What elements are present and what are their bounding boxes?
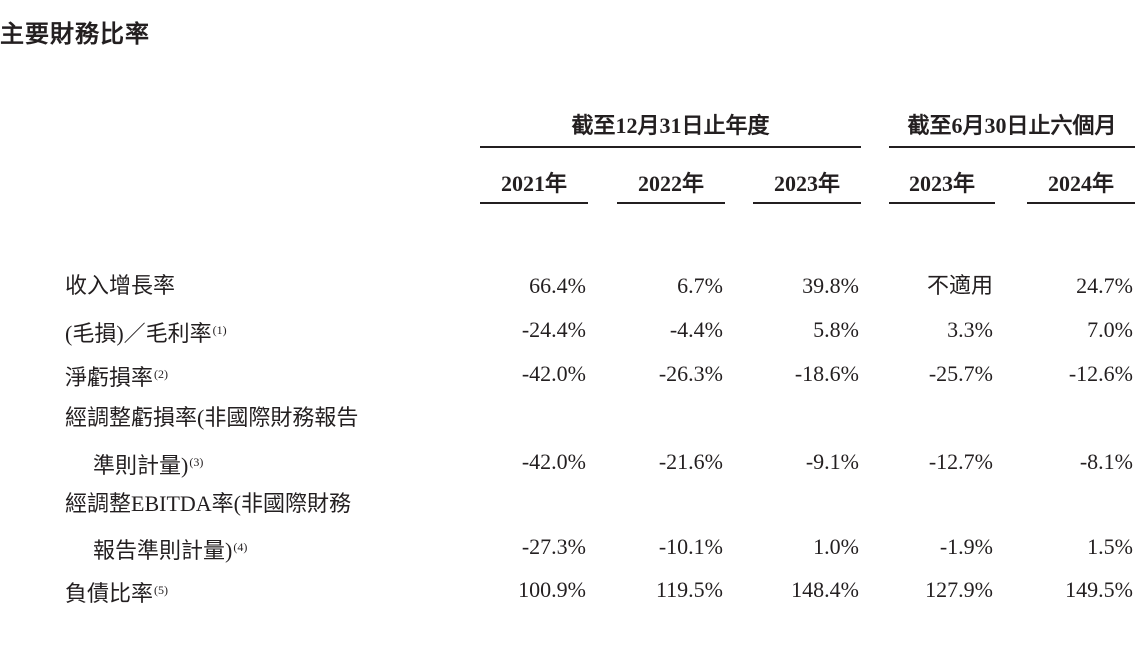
row-label-text: 收入增長率 <box>65 273 176 298</box>
row-label: 經調整EBITDA率(非國際財務 <box>65 490 351 518</box>
column-header: 2022年 <box>637 171 704 196</box>
footnote-marker: (5) <box>154 583 169 597</box>
table-cell: -18.6% <box>794 361 859 386</box>
column-header: 2024年 <box>1047 171 1114 196</box>
table-cell: 127.9% <box>925 577 993 602</box>
table-cell: -12.7% <box>928 449 993 474</box>
column-header: 2023年 <box>908 171 975 196</box>
row-label-text: (毛損)／毛利率 <box>65 321 212 346</box>
table-cell: -42.0% <box>521 361 586 386</box>
row-label-continued: 準則計量)(3) <box>93 448 204 478</box>
table-cell: 149.5% <box>1065 577 1133 602</box>
footnote-marker: (4) <box>233 540 248 554</box>
table-cell: -8.1% <box>1079 449 1133 474</box>
footnote-marker: (1) <box>212 323 227 337</box>
footnote-marker: (3) <box>189 455 204 469</box>
column-group-header: 截至12月31日止年度 <box>571 113 770 138</box>
table-cell: 24.7% <box>1076 273 1133 298</box>
column-group-header: 截至6月30日止六個月 <box>907 113 1117 138</box>
table-cell: 100.9% <box>518 577 586 602</box>
column-header: 2023年 <box>773 171 840 196</box>
table-cell: 不適用 <box>926 273 993 298</box>
table-cell: 7.0% <box>1087 317 1133 342</box>
row-label-text: 經調整虧損率(非國際財務報告 <box>65 405 359 430</box>
table-cell: 1.0% <box>813 534 859 559</box>
table-cell: -4.4% <box>669 317 723 342</box>
row-label-text: 報告準則計量) <box>93 538 233 563</box>
group-underline <box>889 146 1135 148</box>
table-cell: 66.4% <box>529 273 586 298</box>
table-cell: -26.3% <box>658 361 723 386</box>
table-cell: 6.7% <box>677 273 723 298</box>
row-label-text: 淨虧損率 <box>65 365 154 390</box>
column-underline <box>753 202 861 204</box>
table-cell: 5.8% <box>813 317 859 342</box>
column-underline <box>617 202 725 204</box>
table-cell: -24.4% <box>521 317 586 342</box>
column-header: 2021年 <box>500 171 567 196</box>
row-label-text: 準則計量) <box>93 453 189 478</box>
row-label-continued: 報告準則計量)(4) <box>93 533 248 563</box>
row-label-text: 負債比率 <box>65 581 154 606</box>
section-title: 主要財務比率 <box>0 20 150 48</box>
table-cell: -1.9% <box>939 534 993 559</box>
footnote-marker: (2) <box>154 367 169 381</box>
row-label-text: 經調整EBITDA率(非國際財務 <box>65 491 351 516</box>
column-underline <box>480 202 588 204</box>
table-cell: 39.8% <box>802 273 859 298</box>
table-cell: 119.5% <box>655 577 723 602</box>
row-label: (毛損)／毛利率(1) <box>65 316 227 346</box>
table-cell: 148.4% <box>791 577 859 602</box>
row-label: 淨虧損率(2) <box>65 360 169 390</box>
table-cell: -12.6% <box>1068 361 1133 386</box>
table-cell: -9.1% <box>805 449 859 474</box>
row-label: 收入增長率 <box>65 272 175 300</box>
group-underline <box>480 146 861 148</box>
table-cell: 1.5% <box>1087 534 1133 559</box>
row-label: 負債比率(5) <box>65 576 169 606</box>
column-underline <box>889 202 995 204</box>
column-underline <box>1027 202 1135 204</box>
table-cell: 3.3% <box>947 317 993 342</box>
row-label: 經調整虧損率(非國際財務報告 <box>65 404 358 432</box>
table-cell: -27.3% <box>521 534 586 559</box>
table-cell: -10.1% <box>658 534 723 559</box>
table-cell: -42.0% <box>521 449 586 474</box>
table-cell: -25.7% <box>928 361 993 386</box>
table-cell: -21.6% <box>658 449 723 474</box>
